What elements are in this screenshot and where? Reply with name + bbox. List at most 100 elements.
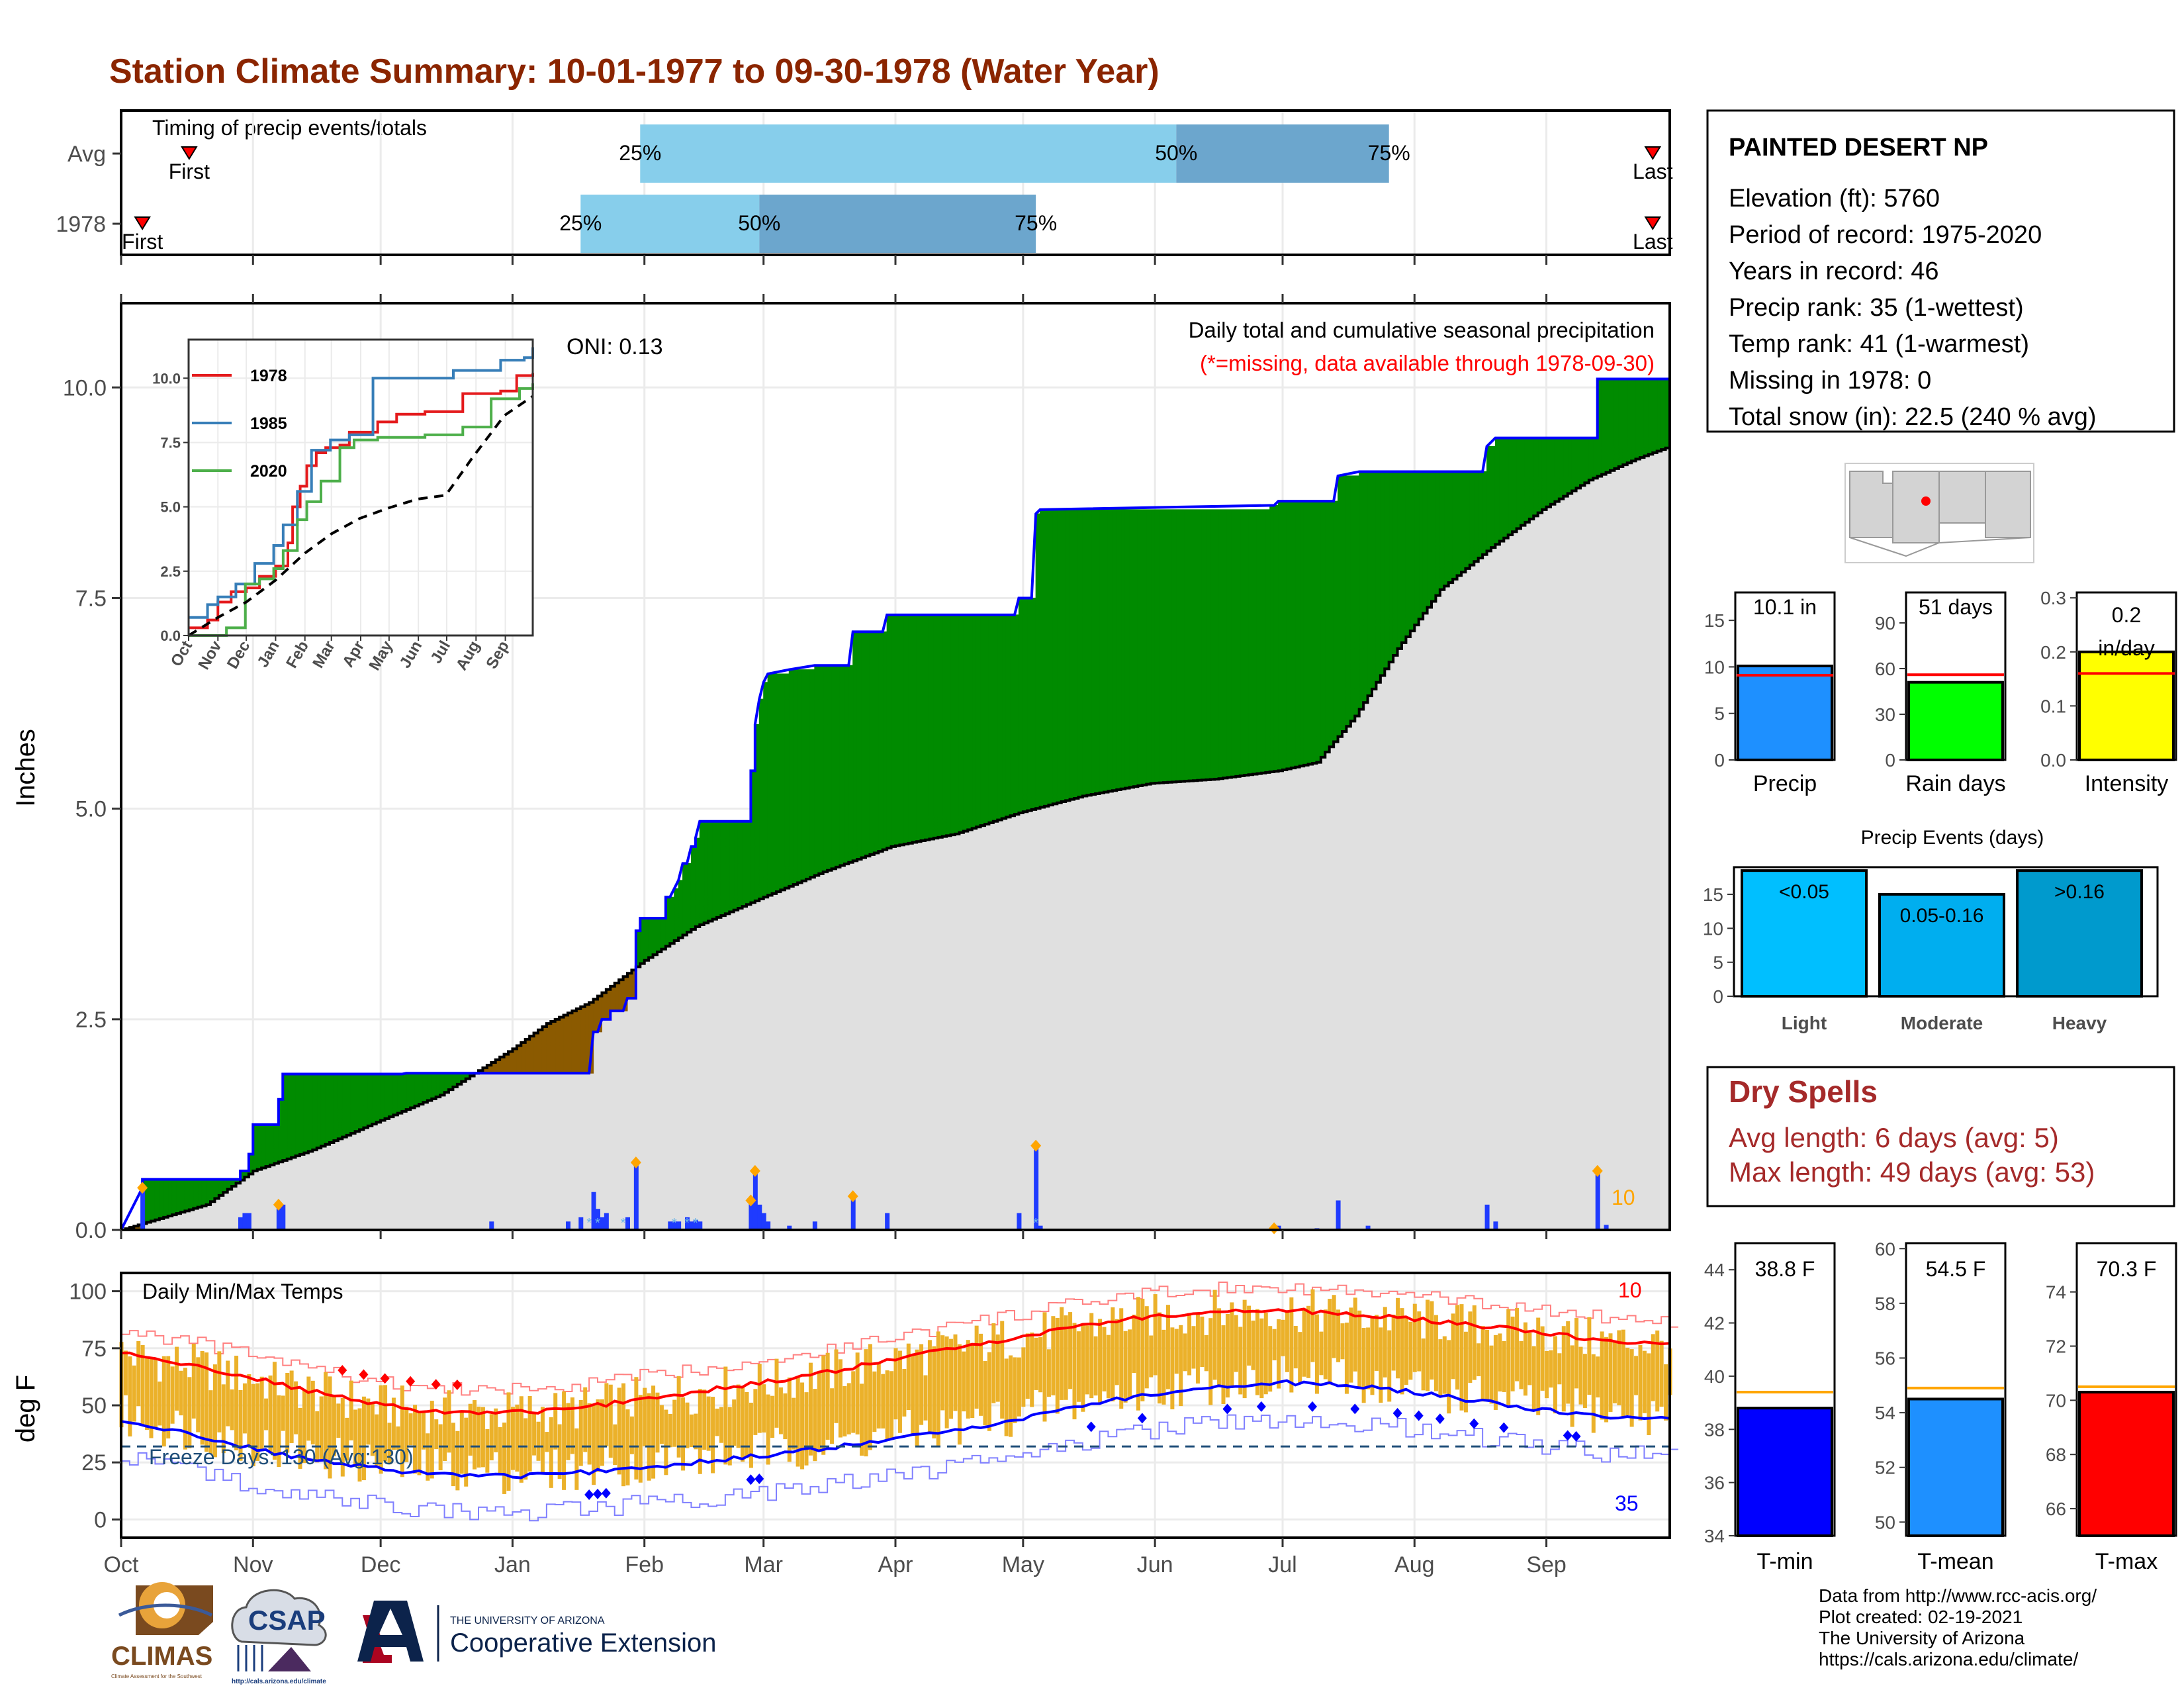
daily-temp-range-bar bbox=[1498, 1333, 1502, 1392]
daily-temp-range-bar bbox=[1298, 1332, 1302, 1383]
extreme-precip-diamond-icon bbox=[847, 1190, 858, 1203]
daily-temp-range-bar bbox=[1004, 1358, 1009, 1436]
daily-temp-range-bar bbox=[247, 1374, 251, 1446]
daily-precip-bar bbox=[242, 1213, 248, 1230]
daily-temp-range-bar bbox=[813, 1389, 817, 1462]
daily-temp-range-bar bbox=[889, 1371, 894, 1439]
daily-temp-range-bar bbox=[1263, 1313, 1268, 1395]
daily-precip-bar bbox=[1484, 1204, 1490, 1230]
daily-temp-range-bar bbox=[1523, 1322, 1527, 1396]
daily-temp-range-bar bbox=[1600, 1331, 1604, 1420]
daily-temp-range-bar bbox=[1557, 1353, 1562, 1385]
daily-temp-range-bar bbox=[711, 1397, 715, 1474]
daily-temp-range-bar bbox=[1306, 1305, 1311, 1378]
footer-line-1: Data from http://www.rcc-acis.org/ bbox=[1819, 1585, 2097, 1606]
daily-temp-range-bar bbox=[855, 1352, 860, 1434]
daily-temp-range-bar bbox=[1370, 1317, 1375, 1395]
daily-temp-range-bar bbox=[962, 1351, 966, 1412]
trace-precip-marker: * bbox=[586, 1216, 592, 1231]
events-bar bbox=[1878, 893, 2005, 998]
trace-precip-marker: * bbox=[621, 1216, 626, 1231]
daily-temp-range-bar bbox=[570, 1397, 574, 1454]
daily-temp-range-bar bbox=[319, 1396, 324, 1462]
daily-temp-range-bar bbox=[455, 1430, 460, 1491]
daily-temp-range-bar bbox=[617, 1387, 621, 1475]
summary-bar-y-tick-label: 0.2 bbox=[2040, 642, 2066, 663]
record-high-diamond-icon bbox=[380, 1373, 390, 1384]
daily-temp-range-bar bbox=[923, 1375, 928, 1421]
temp-summary-bar-label: T-max bbox=[2095, 1549, 2158, 1574]
daily-precip-bar bbox=[1034, 1145, 1039, 1230]
daily-temp-range-bar bbox=[400, 1385, 404, 1477]
daily-precip-bar bbox=[766, 1221, 771, 1230]
ua-small-text: THE UNIVERSITY OF ARIZONA bbox=[450, 1615, 605, 1626]
summary-bar-value-label: 0.2 bbox=[2112, 603, 2141, 627]
daily-temp-range-bar bbox=[1374, 1315, 1379, 1371]
temp-summary-value-label: 54.5 F bbox=[1926, 1257, 1986, 1281]
daily-temp-range-bar bbox=[459, 1411, 464, 1474]
daily-temp-range-bar bbox=[464, 1417, 469, 1487]
summary-bar-y-tick-label: 0.3 bbox=[2040, 588, 2066, 608]
first-event-marker-icon bbox=[181, 146, 198, 160]
daily-temp-range-bar bbox=[1289, 1297, 1294, 1393]
daily-temp-range-bar bbox=[1383, 1307, 1387, 1378]
daily-temp-range-bar bbox=[613, 1424, 617, 1466]
daily-temp-range-bar bbox=[957, 1344, 962, 1445]
month-tick-label: Jul bbox=[1268, 1552, 1297, 1577]
daily-temp-range-bar bbox=[1259, 1318, 1264, 1399]
events-bar-label: Heavy bbox=[2052, 1013, 2107, 1033]
daily-temp-range-bar bbox=[566, 1403, 570, 1460]
daily-temp-range-bar bbox=[421, 1411, 426, 1450]
daily-precip-bar bbox=[787, 1225, 792, 1230]
first-event-label: First bbox=[122, 230, 163, 254]
max-extreme-count: 10 bbox=[1618, 1278, 1642, 1302]
events-bar-label: Light bbox=[1782, 1013, 1827, 1033]
record-low-diamond-icon bbox=[1571, 1430, 1581, 1442]
month-tick-label: Feb bbox=[625, 1552, 664, 1577]
daily-temp-range-bar bbox=[1106, 1335, 1111, 1399]
daily-temp-range-bar bbox=[1617, 1330, 1621, 1405]
daily-temp-range-bar bbox=[434, 1419, 439, 1450]
daily-temp-range-bar bbox=[1353, 1297, 1357, 1372]
daily-temp-range-bar bbox=[1659, 1340, 1664, 1407]
daily-temp-range-bar bbox=[1506, 1309, 1511, 1406]
temp-summary-y-tick-label: 68 bbox=[2046, 1444, 2066, 1465]
daily-temp-range-bar bbox=[1208, 1318, 1213, 1405]
daily-temp-range-bar bbox=[1251, 1320, 1255, 1370]
daily-temp-range-bar bbox=[226, 1360, 230, 1427]
daily-temp-range-bar bbox=[1574, 1318, 1579, 1389]
record-high-diamond-icon bbox=[338, 1364, 347, 1376]
record-high-diamond-icon bbox=[359, 1369, 369, 1380]
daily-temp-range-bar bbox=[770, 1395, 775, 1438]
precip-events-chart: Precip Events (days) 0 5 10 15 <0.05 Light 0.0… bbox=[1703, 827, 2159, 1033]
daily-temp-range-bar bbox=[885, 1370, 889, 1441]
timing-pct-label: 50% bbox=[1155, 141, 1197, 165]
daily-temp-range-bar bbox=[289, 1370, 294, 1443]
precip-header: Daily total and cumulative seasonal prec… bbox=[1189, 318, 1655, 342]
daily-temp-range-bar bbox=[1247, 1305, 1251, 1366]
daily-temp-range-bar bbox=[1302, 1308, 1306, 1377]
daily-temp-range-bar bbox=[153, 1358, 158, 1429]
daily-temp-range-bar bbox=[1072, 1323, 1077, 1420]
daily-temp-range-bar bbox=[949, 1338, 954, 1419]
daily-temp-range-bar bbox=[353, 1409, 358, 1466]
daily-temp-range-bar bbox=[140, 1344, 145, 1425]
precip-y-tick-label: 2.5 bbox=[75, 1008, 107, 1033]
daily-temp-range-bar bbox=[1472, 1305, 1477, 1380]
temp-summary-bar-label: T-mean bbox=[1917, 1549, 1993, 1574]
summary-bar-group: 0 30 60 90 51 days Rain days bbox=[1875, 591, 2007, 796]
daily-temp-range-bar bbox=[1165, 1305, 1170, 1389]
daily-temp-range-bar bbox=[745, 1391, 749, 1458]
daily-temp-range-bar bbox=[966, 1340, 970, 1419]
daily-temp-range-bar bbox=[698, 1389, 702, 1474]
daily-temp-range-bar bbox=[179, 1370, 183, 1416]
daily-temp-range-bar bbox=[1366, 1327, 1371, 1389]
daily-temp-range-bar bbox=[1433, 1315, 1438, 1391]
daily-temp-range-bar bbox=[1238, 1327, 1243, 1395]
events-y-tick-label: 5 bbox=[1713, 953, 1723, 973]
daily-precip-bar bbox=[761, 1213, 766, 1230]
daily-temp-range-bar bbox=[1174, 1329, 1179, 1374]
trace-precip-marker: * bbox=[684, 1216, 690, 1231]
min-extreme-count: 35 bbox=[1615, 1491, 1639, 1515]
temp-summary-y-tick-label: 66 bbox=[2046, 1499, 2066, 1519]
